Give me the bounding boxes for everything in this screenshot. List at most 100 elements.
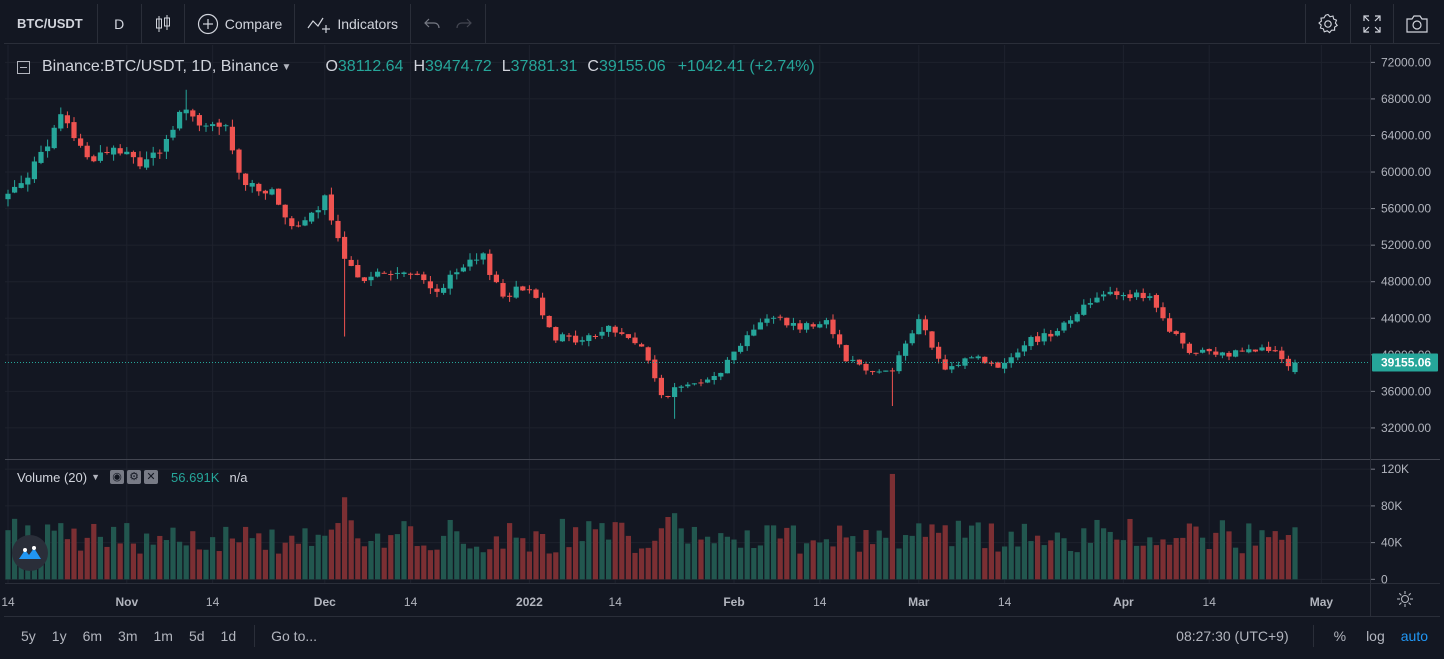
volume-bar (876, 530, 882, 580)
candle-body (691, 383, 697, 385)
volume-ma-value: n/a (229, 469, 248, 485)
eye-icon[interactable]: ◉ (110, 470, 125, 484)
candle-body (256, 183, 262, 192)
candle-body (25, 177, 31, 185)
candle-body (58, 114, 64, 129)
candle-body (540, 297, 546, 316)
indicators-button[interactable]: Indicators (295, 3, 412, 44)
chart-canvas[interactable]: 32000.0036000.0040000.0044000.0048000.00… (0, 45, 1444, 616)
volume-bar (1140, 545, 1146, 580)
volume-bar (1015, 546, 1021, 580)
candles-icon (155, 14, 170, 32)
goto-date-button[interactable]: Go to... (271, 628, 318, 644)
time-axis-settings[interactable] (1396, 590, 1414, 611)
volume-bar (137, 553, 143, 580)
time-tick-label: Apr (1113, 595, 1134, 609)
fullscreen-button[interactable] (1350, 3, 1393, 44)
volume-bar (309, 545, 315, 580)
candle-body (652, 359, 658, 379)
volume-bar (58, 523, 64, 580)
redo-icon[interactable] (455, 16, 473, 32)
candle-body (249, 182, 255, 187)
candle-body (711, 375, 717, 381)
volume-bar (1002, 546, 1008, 580)
undo-icon[interactable] (423, 16, 441, 32)
settings-button[interactable] (1305, 3, 1350, 44)
range-6m-button[interactable]: 6m (82, 628, 103, 644)
range-5y-button[interactable]: 5y (21, 628, 36, 644)
volume-bar (177, 541, 183, 580)
range-1d-button[interactable]: 1d (220, 628, 237, 644)
compare-button[interactable]: Compare (185, 3, 296, 44)
candle-body (64, 115, 70, 124)
candle-body (104, 152, 110, 154)
volume-bar (520, 538, 526, 580)
candle-body (229, 126, 235, 151)
time-tick-label: 2022 (516, 595, 543, 609)
candle-body (1028, 337, 1034, 347)
volume-bar (731, 539, 737, 580)
candle-body (474, 259, 480, 261)
chevron-down-icon[interactable]: ▼ (91, 472, 101, 482)
volume-bar (1068, 550, 1074, 580)
candle-body (355, 265, 361, 278)
volume-bar (1114, 539, 1120, 580)
volume-bar (91, 523, 97, 580)
volume-bar (936, 532, 942, 580)
settings-icon (1318, 13, 1338, 33)
candle-body (196, 115, 202, 126)
volume-bar (223, 526, 229, 580)
volume-bar (111, 526, 117, 580)
volume-bar (672, 513, 678, 580)
volume-bar (78, 550, 84, 580)
volume-bar (500, 548, 506, 580)
volume-bar (784, 527, 790, 580)
screenshot-button[interactable] (1393, 3, 1440, 44)
volume-bar (51, 530, 57, 580)
close-icon[interactable]: ✕ (144, 470, 159, 484)
range-3m-button[interactable]: 3m (118, 628, 138, 644)
candle-body (1213, 351, 1219, 355)
volume-bar (493, 536, 499, 580)
auto-scale-toggle[interactable]: auto (1400, 628, 1428, 644)
collapse-legend-icon[interactable] (17, 60, 30, 74)
volume-bar (1147, 537, 1153, 580)
open-label: O (325, 58, 338, 75)
candle-body (38, 151, 44, 163)
volume-bar (1127, 518, 1133, 580)
volume-bar (480, 552, 486, 580)
candle-body (124, 151, 130, 155)
series-title[interactable]: Binance:BTC/USDT, 1D, Binance (42, 58, 279, 75)
candle-body (1200, 349, 1206, 353)
candle-body (1094, 297, 1100, 303)
volume-bar (210, 537, 216, 580)
chart-style-button[interactable] (142, 3, 185, 44)
volume-bar (163, 540, 169, 580)
candle-body (579, 340, 585, 342)
range-1m-button[interactable]: 1m (153, 628, 173, 644)
volume-bar (1061, 538, 1067, 580)
candle-body (1153, 295, 1159, 308)
candle-body (507, 295, 513, 297)
timezone-clock[interactable]: 08:27:30 (UTC+9) (1176, 628, 1289, 644)
range-1y-button[interactable]: 1y (51, 628, 67, 644)
volume-bar (916, 523, 922, 580)
symbol-search-button[interactable]: BTC/USDT (4, 3, 98, 44)
candle-body (823, 320, 829, 325)
candle-body (764, 318, 770, 323)
candle-body (309, 212, 315, 222)
log-scale-toggle[interactable]: log (1366, 628, 1385, 644)
percent-scale-toggle[interactable]: % (1333, 628, 1347, 644)
gear-icon[interactable]: ⚙ (127, 470, 142, 484)
volume-bar (1173, 538, 1179, 580)
candle-body (837, 334, 843, 345)
volume-title[interactable]: Volume (20) (17, 469, 88, 485)
compare-label: Compare (224, 15, 283, 32)
candle-body (1279, 350, 1285, 360)
range-5d-button[interactable]: 5d (188, 628, 205, 644)
candle-body (223, 125, 229, 127)
chevron-down-icon[interactable]: ▼ (281, 61, 292, 73)
logo-badge[interactable] (12, 535, 48, 571)
volume-bar (625, 535, 631, 580)
interval-button[interactable]: D (98, 3, 142, 44)
